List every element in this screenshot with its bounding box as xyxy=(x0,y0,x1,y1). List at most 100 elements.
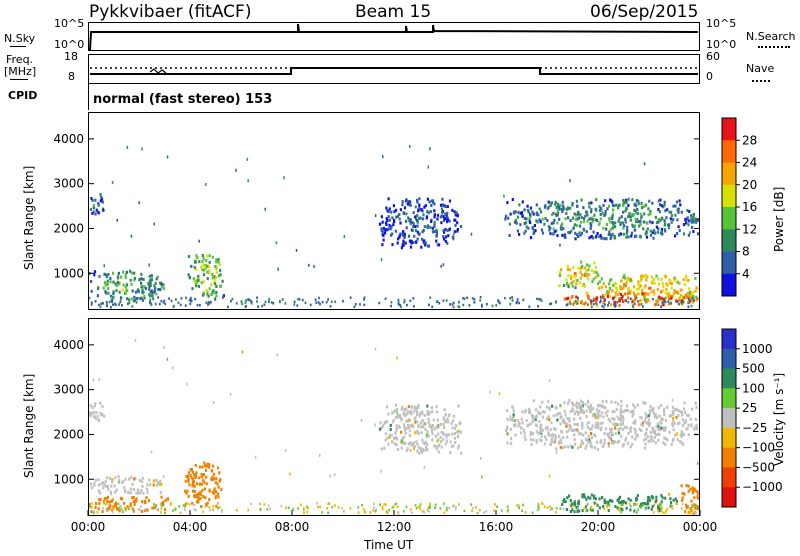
freq-label-underline xyxy=(10,79,28,80)
velocity-colorbar-swatch xyxy=(722,388,736,409)
power-colorbar-label: 20 xyxy=(742,178,757,192)
y-tick-label: 3000 xyxy=(53,383,84,397)
nsky-left-tick-bottom: 10^0 xyxy=(54,38,85,51)
power-colorbar-label: 28 xyxy=(742,133,757,147)
velocity-yaxis: 4000 3000 2000 1000 xyxy=(53,338,700,486)
velocity-heatmap xyxy=(88,338,700,516)
y-tick-label: 2000 xyxy=(53,221,84,235)
power-region-2 xyxy=(187,254,225,298)
velocity-colorbar-label: 25 xyxy=(742,401,757,415)
velocity-colorbar-swatch xyxy=(722,447,736,468)
velocity-colorbar-swatch xyxy=(722,487,736,508)
power-colorbar-swatch xyxy=(722,273,736,297)
nave-legend-dots xyxy=(752,80,770,82)
x-tick-label: 00:00 xyxy=(71,520,106,534)
velocity-colorbar-label: −100 xyxy=(742,441,775,455)
cpid-divider xyxy=(88,84,89,110)
velocity-colorbar-label: 100 xyxy=(742,381,765,395)
freq-left-tick-top: 18 xyxy=(64,50,78,63)
nsky-panel xyxy=(88,22,700,51)
nsky-trace xyxy=(89,23,699,51)
velocity-region-6 xyxy=(561,493,608,514)
power-colorbar-label: 24 xyxy=(742,156,757,170)
power-colorbar-label: 16 xyxy=(742,200,757,214)
power-yaxis: 4000 3000 2000 1000 xyxy=(53,132,700,280)
freq-panel xyxy=(88,54,700,84)
velocity-colorbar-label: −500 xyxy=(742,460,775,474)
nsky-right-tick-top: 10^5 xyxy=(706,17,737,30)
power-colorbar-swatch xyxy=(722,184,736,208)
freq-trace xyxy=(90,67,698,75)
y-tick-label: 3000 xyxy=(53,177,84,191)
velocity-ylabel: Slant Range [km] xyxy=(22,373,36,478)
velocity-colorbar-label: 500 xyxy=(742,362,765,376)
power-panel-frame xyxy=(88,112,700,310)
velocity-colorbar-label: −25 xyxy=(742,421,767,435)
velocity-region-8 xyxy=(680,484,700,516)
power-colorbar-swatch xyxy=(722,251,736,275)
power-colorbar: 28 24 20 16 12 8 4 xyxy=(721,117,757,297)
power-colorbar-swatch xyxy=(722,140,736,163)
nsky-right-tick-bottom: 10^0 xyxy=(706,38,737,51)
velocity-colorbar-border xyxy=(721,328,737,508)
nsky-label-underline xyxy=(10,46,26,47)
freq-label-line1: Freq. xyxy=(6,53,34,66)
velocity-near-range-scatter xyxy=(88,502,697,515)
freq-left-tick-bottom: 8 xyxy=(68,70,75,83)
power-region-0 xyxy=(88,269,165,303)
x-tick-label: 12:00 xyxy=(377,520,412,534)
power-colorbar-title: Power [dB] xyxy=(772,186,786,252)
velocity-region-0 xyxy=(89,475,163,496)
power-colorbar-swatch xyxy=(722,229,736,252)
velocity-colorbar-title: Velocity [m s⁻¹] xyxy=(772,372,786,466)
velocity-sparse-points xyxy=(92,338,699,479)
power-cells xyxy=(88,144,700,309)
power-colorbar-label: 4 xyxy=(742,267,750,281)
beam-title: Beam 15 xyxy=(355,2,432,22)
velocity-panel-frame xyxy=(88,318,700,516)
nsky-label: N.Sky xyxy=(4,32,36,45)
velocity-colorbar-swatch xyxy=(722,427,736,449)
x-axis-label: Time UT xyxy=(364,538,414,552)
power-ylabel: Slant Range [km] xyxy=(22,165,36,270)
cpid-label: CPID xyxy=(8,89,38,102)
date-title: 06/Sep/2015 xyxy=(590,2,699,22)
nsearch-label: N.Search xyxy=(746,30,796,43)
power-sparse-points xyxy=(103,144,692,271)
velocity-cells xyxy=(88,338,700,516)
velocity-colorbar-label: 1000 xyxy=(742,342,773,356)
x-tick-label: 04:00 xyxy=(173,520,208,534)
power-colorbar-swatch xyxy=(722,118,736,141)
velocity-region-4 xyxy=(379,403,463,455)
x-axis: 00:00 04:00 08:00 12:00 16:00 20:00 00:00 xyxy=(71,510,718,534)
y-tick-label: 4000 xyxy=(53,338,84,352)
velocity-colorbar-swatch xyxy=(722,329,736,350)
y-tick-label: 2000 xyxy=(53,427,84,441)
power-near-range-scatter xyxy=(88,296,700,309)
velocity-colorbar-swatch xyxy=(722,408,736,429)
y-tick-label: 1000 xyxy=(53,266,84,280)
y-tick-label: 1000 xyxy=(53,472,84,486)
velocity-colorbar-swatch xyxy=(722,368,736,389)
velocity-colorbar-swatch xyxy=(722,467,736,488)
radar-title: Pykkvibaer (fitACF) xyxy=(89,2,252,22)
x-tick-label: 08:00 xyxy=(275,520,310,534)
velocity-colorbar-label: −1000 xyxy=(742,480,783,494)
power-colorbar-label: 12 xyxy=(742,222,757,236)
power-region-4 xyxy=(504,197,700,241)
cpid-text: normal (fast stereo) 153 xyxy=(93,92,273,107)
nsearch-legend-dots xyxy=(758,46,790,48)
power-colorbar-swatch xyxy=(722,162,736,186)
power-region-5 xyxy=(558,260,600,290)
velocity-region-5 xyxy=(505,398,698,451)
power-region-3 xyxy=(378,197,463,250)
freq-right-tick-top: 60 xyxy=(706,50,720,63)
velocity-colorbar: 1000 500 100 25 −25 −100 −500 −1000 xyxy=(721,328,783,508)
nsky-left-tick-top: 10^5 xyxy=(54,17,85,30)
x-tick-label: 00:00 xyxy=(683,520,718,534)
power-heatmap xyxy=(88,144,700,309)
power-colorbar-label: 8 xyxy=(742,245,750,259)
velocity-region-2 xyxy=(88,401,106,423)
freq-label-line2: [MHz] xyxy=(4,65,37,78)
power-colorbar-swatch xyxy=(722,207,736,230)
